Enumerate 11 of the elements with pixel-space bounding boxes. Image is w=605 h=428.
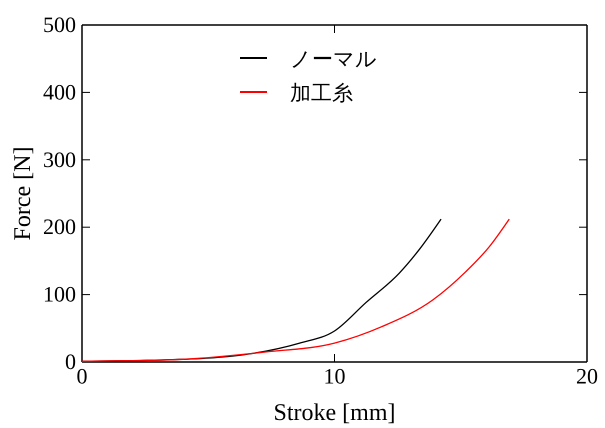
- y-tick-label: 400: [43, 79, 76, 104]
- legend-label: ノーマル: [290, 47, 377, 71]
- x-tick-label: 20: [576, 364, 598, 389]
- x-axis-title: Stroke [mm]: [274, 400, 396, 426]
- y-tick-label: 100: [43, 282, 76, 307]
- y-tick-label: 200: [43, 214, 76, 240]
- y-axis-title: Force [N]: [10, 146, 36, 240]
- legend-label: 加工糸: [290, 81, 353, 105]
- y-tick-label: 500: [43, 12, 76, 38]
- x-tick-label: 10: [324, 364, 346, 389]
- y-tick-label: 300: [43, 146, 76, 172]
